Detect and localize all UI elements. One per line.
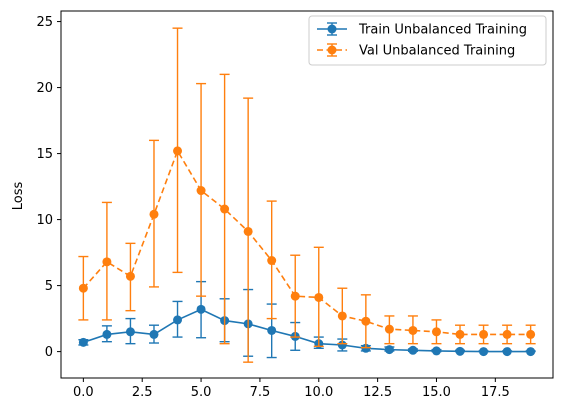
data-point bbox=[149, 209, 159, 219]
legend-box bbox=[308, 15, 547, 66]
data-point bbox=[102, 257, 112, 267]
legend: Train Unbalanced Training Val Unbalanced … bbox=[308, 15, 547, 66]
data-point bbox=[149, 329, 159, 339]
y-axis-label: Loss bbox=[11, 182, 26, 211]
x-tick-label: 0.0 bbox=[73, 385, 94, 400]
data-point bbox=[125, 327, 135, 337]
data-point bbox=[526, 329, 536, 339]
data-point bbox=[502, 329, 512, 339]
y-tick-label: 10 bbox=[36, 213, 53, 228]
data-point bbox=[479, 347, 489, 357]
y-tick-label: 25 bbox=[36, 15, 53, 30]
data-point bbox=[102, 329, 112, 339]
data-point bbox=[173, 315, 183, 325]
data-point bbox=[455, 329, 465, 339]
data-point bbox=[384, 324, 394, 334]
y-tick-label: 20 bbox=[36, 81, 53, 96]
y-tick-label: 0 bbox=[45, 345, 53, 360]
x-tick-label: 12.5 bbox=[363, 385, 392, 400]
legend-marker bbox=[327, 24, 337, 34]
x-tick-label: 17.5 bbox=[481, 385, 510, 400]
x-tick-label: 5.0 bbox=[191, 385, 212, 400]
data-point bbox=[314, 292, 324, 302]
data-point bbox=[479, 329, 489, 339]
x-tick-label: 7.5 bbox=[250, 385, 271, 400]
data-point bbox=[220, 204, 230, 214]
data-point bbox=[125, 271, 135, 281]
legend-label: Val Unbalanced Training bbox=[359, 44, 515, 59]
y-tick-label: 5 bbox=[45, 279, 53, 294]
data-point bbox=[337, 311, 347, 321]
legend-marker bbox=[327, 45, 337, 55]
axis-layer: 0.0 2.5 5.0 7.5 10.0 12.5 15.0 17.5 0 5 10 15 20 25 bbox=[36, 15, 509, 400]
data-point bbox=[243, 226, 253, 236]
data-point bbox=[431, 327, 441, 337]
data-point bbox=[78, 337, 88, 347]
data-layer bbox=[78, 27, 536, 363]
data-point bbox=[431, 346, 441, 356]
data-point bbox=[290, 291, 300, 301]
data-point bbox=[384, 345, 394, 355]
x-tick-label: 2.5 bbox=[132, 385, 153, 400]
data-point bbox=[408, 325, 418, 335]
data-point bbox=[337, 340, 347, 350]
data-point bbox=[526, 347, 536, 357]
x-tick-label: 15.0 bbox=[422, 385, 451, 400]
data-point bbox=[196, 304, 206, 314]
legend-label: Train Unbalanced Training bbox=[358, 23, 527, 38]
data-point bbox=[455, 346, 465, 356]
plot-area-frame bbox=[60, 10, 554, 379]
data-point bbox=[173, 146, 183, 156]
data-point bbox=[361, 316, 371, 326]
data-point bbox=[267, 325, 277, 335]
data-point bbox=[196, 186, 206, 196]
data-point bbox=[408, 345, 418, 355]
data-point bbox=[78, 283, 88, 293]
data-point bbox=[502, 347, 512, 357]
series-val bbox=[78, 27, 536, 363]
x-tick-label: 10.0 bbox=[304, 385, 333, 400]
data-point bbox=[267, 256, 277, 266]
y-tick-label: 15 bbox=[36, 147, 53, 162]
